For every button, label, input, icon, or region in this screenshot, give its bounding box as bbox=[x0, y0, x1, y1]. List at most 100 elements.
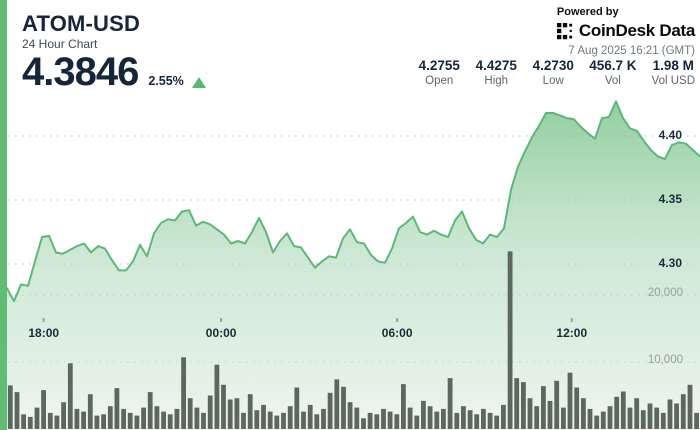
stat-open-label: Open bbox=[425, 75, 454, 87]
volume-bar bbox=[314, 414, 320, 429]
volume-bar bbox=[234, 398, 240, 429]
volume-bar bbox=[167, 414, 173, 429]
volume-bar bbox=[21, 414, 26, 429]
stat-vol-label: Vol bbox=[604, 75, 621, 87]
volume-bar bbox=[461, 406, 466, 429]
x-axis-time-label: 18:00 bbox=[28, 326, 60, 340]
volume-bar bbox=[181, 357, 186, 429]
price-line-path bbox=[6, 100, 700, 303]
volume-bar bbox=[327, 392, 333, 429]
stat-vol-usd: 1.98 M Vol USD bbox=[652, 58, 695, 87]
y-axis-volume-label: 10,000 bbox=[647, 354, 683, 366]
volume-bar bbox=[434, 411, 440, 429]
volume-bar bbox=[407, 407, 413, 429]
x-tick-mark bbox=[42, 318, 45, 322]
volume-bar bbox=[514, 378, 520, 429]
stat-high: 4.4275 High bbox=[475, 58, 517, 87]
volume-bar bbox=[427, 406, 433, 429]
volume-bar bbox=[640, 410, 646, 429]
volume-bar bbox=[227, 399, 233, 429]
price-area-path bbox=[7, 101, 700, 430]
volume-bar bbox=[374, 414, 380, 429]
volume-bar bbox=[221, 384, 226, 429]
volume-bar bbox=[527, 398, 533, 429]
volume-bar bbox=[541, 386, 546, 429]
volume-bar bbox=[174, 408, 180, 429]
stat-open-value: 4.2755 bbox=[418, 58, 460, 73]
volume-bar bbox=[487, 412, 493, 429]
stat-vol-usd-label: Vol USD bbox=[651, 75, 695, 87]
volume-bar bbox=[321, 408, 326, 429]
volume-bar bbox=[447, 378, 453, 429]
volume-bar bbox=[361, 418, 366, 429]
volume-bar bbox=[574, 387, 580, 429]
volume-bar bbox=[620, 391, 626, 429]
volume-bar bbox=[501, 404, 506, 429]
page-title: ATOM-USD bbox=[22, 11, 141, 36]
volume-bar bbox=[694, 412, 699, 429]
stat-vol: 456.7 K Vol bbox=[589, 58, 636, 87]
volume-bar bbox=[521, 382, 526, 429]
volume-bar bbox=[341, 386, 346, 429]
volume-bar bbox=[81, 411, 86, 429]
volume-bar bbox=[307, 404, 313, 429]
up-triangle-icon bbox=[191, 77, 206, 88]
volume-bar bbox=[294, 387, 300, 429]
volume-bar bbox=[547, 400, 553, 429]
x-tick-mark bbox=[396, 318, 399, 322]
price-area-fill bbox=[7, 101, 700, 430]
volume-bar bbox=[554, 380, 560, 429]
x-axis-ticks bbox=[42, 318, 573, 322]
stat-low-value: 4.2730 bbox=[532, 58, 574, 73]
volume-bar bbox=[454, 412, 460, 429]
volume-bar bbox=[347, 402, 353, 429]
volume-bar bbox=[247, 394, 253, 429]
volume-bar bbox=[507, 251, 513, 429]
volume-bar bbox=[87, 394, 93, 429]
stat-high-label: High bbox=[484, 75, 509, 87]
volume-bar bbox=[27, 416, 33, 429]
volume-bar bbox=[241, 412, 246, 429]
volume-bar bbox=[267, 411, 273, 429]
volume-bar bbox=[161, 411, 166, 429]
volume-bar bbox=[214, 364, 220, 429]
volume-bar bbox=[594, 415, 600, 429]
volume-bar bbox=[154, 406, 160, 429]
volume-bar bbox=[481, 408, 486, 429]
x-axis-time-label: 12:00 bbox=[556, 326, 588, 340]
volume-bar bbox=[281, 412, 286, 429]
volume-bar bbox=[441, 408, 446, 429]
stat-low: 4.2730 Low bbox=[532, 58, 574, 87]
volume-bar bbox=[567, 372, 573, 429]
price-change-percent: 2.55% bbox=[148, 74, 184, 88]
x-axis-time-label: 00:00 bbox=[205, 326, 237, 340]
brand-row[interactable]: CoinDesk Data bbox=[556, 21, 695, 41]
volume-bar bbox=[254, 410, 260, 429]
volume-bar bbox=[334, 379, 340, 429]
volume-bar bbox=[680, 394, 686, 429]
page-subtitle: 24 Hour Chart bbox=[22, 37, 98, 51]
volume-bar bbox=[401, 384, 406, 429]
y-axis-price-label: 4.35 bbox=[658, 192, 682, 206]
brand-name: CoinDesk Data bbox=[578, 21, 695, 40]
volume-bar bbox=[614, 396, 620, 429]
volume-bar bbox=[54, 415, 60, 429]
volume-bar bbox=[660, 412, 666, 429]
volume-bar bbox=[367, 412, 373, 429]
volume-bar bbox=[394, 414, 400, 429]
stat-high-value: 4.4275 bbox=[475, 58, 517, 73]
volume-bar bbox=[494, 415, 500, 429]
x-axis-time-label: 06:00 bbox=[381, 326, 413, 340]
y-axis-volume-label: 20,000 bbox=[647, 287, 683, 299]
volume-bar bbox=[687, 384, 693, 429]
volume-bar bbox=[14, 392, 20, 429]
volume-bar bbox=[201, 412, 206, 429]
volume-bar bbox=[121, 408, 126, 429]
volume-bar bbox=[194, 407, 200, 429]
volume-bar bbox=[600, 411, 606, 429]
volume-bar bbox=[387, 411, 393, 429]
volume-bar bbox=[61, 402, 66, 429]
stat-low-label: Low bbox=[542, 75, 564, 87]
volume-bars bbox=[7, 251, 699, 429]
